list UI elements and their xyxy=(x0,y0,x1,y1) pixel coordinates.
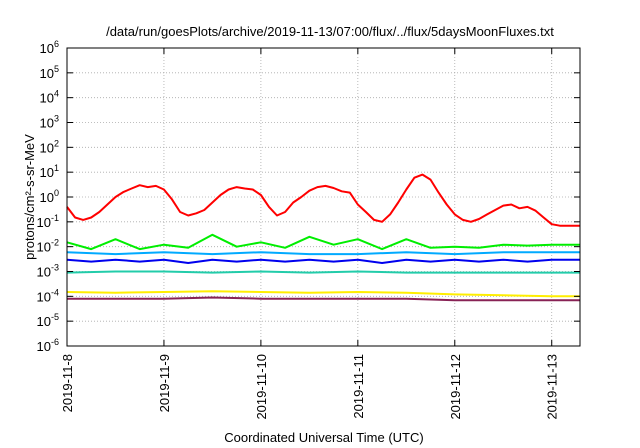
y-tick-label: 106 xyxy=(40,39,59,56)
x-tick-label: 2019-11-10 xyxy=(254,354,269,420)
chart-title: /data/run/goesPlots/archive/2019-11-13/0… xyxy=(106,24,554,39)
series-line-3 xyxy=(66,251,580,256)
y-tick-label: 103 xyxy=(40,114,59,131)
series-line-5 xyxy=(66,270,580,274)
series-line-7 xyxy=(67,296,580,302)
y-tick-label: 10-5 xyxy=(37,312,59,329)
y-tick-label: 10-2 xyxy=(37,238,59,255)
plot-frame xyxy=(66,47,581,347)
y-tick-label: 104 xyxy=(40,89,59,106)
grid-lines xyxy=(66,48,580,346)
y-tick-label: 10-6 xyxy=(37,337,59,354)
series-line-4 xyxy=(66,258,580,264)
x-tick-label: 2019-11-11 xyxy=(351,354,366,419)
y-tick-label: 102 xyxy=(40,138,59,155)
series-group xyxy=(66,173,580,302)
y-tick-label: 10-3 xyxy=(37,263,59,280)
x-tick-label: 2019-11-9 xyxy=(157,354,172,412)
y-axis-ticks: 10-6 10-5 10-4 10-3 10-2 10-1 100 101 102 103 104 1… xyxy=(37,39,580,354)
series-line-1 xyxy=(66,173,580,227)
x-axis-ticks: 2019-11-8 2019-11-9 2019-11-10 2019-11-11 20… xyxy=(60,48,560,420)
y-tick-label: 10-1 xyxy=(37,213,59,230)
x-axis-label: Coordinated Universal Time (UTC) xyxy=(224,430,423,445)
y-tick-label: 100 xyxy=(40,188,59,205)
y-tick-label: 10-4 xyxy=(37,287,59,304)
x-tick-label: 2019-11-12 xyxy=(448,354,463,420)
y-tick-label: 101 xyxy=(40,163,59,180)
x-tick-label: 2019-11-8 xyxy=(60,354,75,412)
series-line-6 xyxy=(66,290,580,298)
y-axis-label: protons/cm²-s-sr-MeV xyxy=(22,134,37,260)
series-line-2 xyxy=(66,233,580,251)
y-tick-label: 105 xyxy=(40,64,59,81)
x-tick-label: 2019-11-13 xyxy=(545,354,560,420)
